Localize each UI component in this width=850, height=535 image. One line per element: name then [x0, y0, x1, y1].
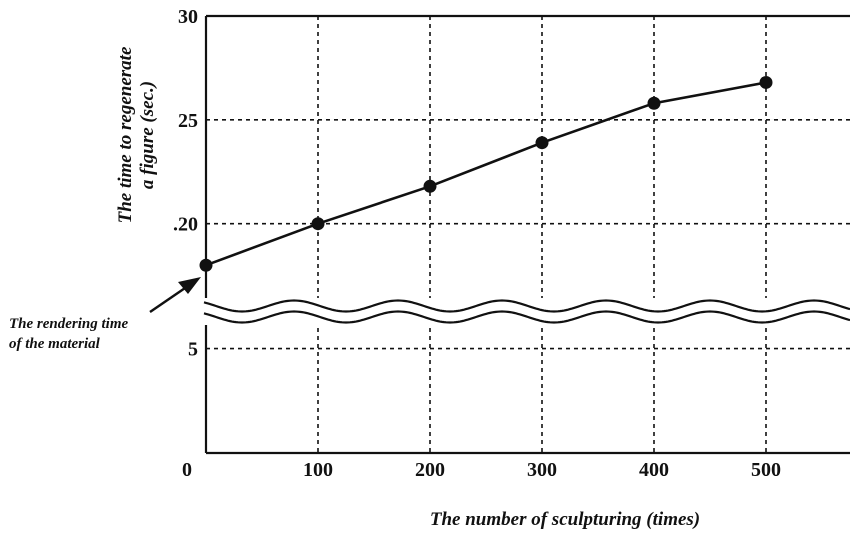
x-tick-label-3: 300	[527, 459, 557, 481]
annotation: The rendering time of the material	[9, 277, 201, 352]
data-point-0	[199, 258, 213, 272]
y-tick-label-upper-1: 25	[178, 110, 198, 132]
grid-lines	[206, 16, 850, 453]
series-polyline	[205, 81, 767, 267]
x-axis-title: The number of sculpturing (times)	[430, 509, 700, 530]
series-line	[199, 75, 773, 272]
annotation-arrow-shaft	[149, 284, 189, 314]
y-axis-title-line2: a figure (sec.)	[137, 81, 158, 189]
y-axis-title-line1: The time to regenerate	[115, 46, 136, 223]
y-axis-title: The time to regenerate a figure (sec.)	[115, 46, 158, 223]
x-tick-label-0: 0	[182, 459, 192, 481]
axis-break-wave-bottom	[203, 310, 850, 324]
data-point-2	[423, 179, 437, 193]
y-tick-label-lower-0: 5	[188, 339, 198, 361]
axis-break	[203, 298, 850, 325]
x-tick-labels: 0 100 200 300 400 500	[182, 459, 781, 481]
data-point-3	[535, 136, 549, 150]
y-tick-labels: 30 25 .20 5	[173, 6, 198, 361]
axis-break-wave-top	[203, 299, 850, 313]
axes	[204, 14, 850, 455]
y-tick-label-upper-0: 30	[178, 6, 198, 28]
data-point-4	[647, 96, 661, 110]
annotation-line1: The rendering time	[9, 316, 129, 332]
annotation-line2: of the material	[9, 336, 101, 352]
x-tick-label-5: 500	[751, 459, 781, 481]
annotation-arrowhead	[178, 277, 201, 294]
y-tick-label-upper-2: .20	[173, 214, 198, 236]
x-tick-label-2: 200	[415, 459, 445, 481]
data-point-5	[759, 75, 773, 89]
x-tick-label-4: 400	[639, 459, 669, 481]
x-tick-label-1: 100	[303, 459, 333, 481]
data-point-1	[311, 217, 325, 231]
